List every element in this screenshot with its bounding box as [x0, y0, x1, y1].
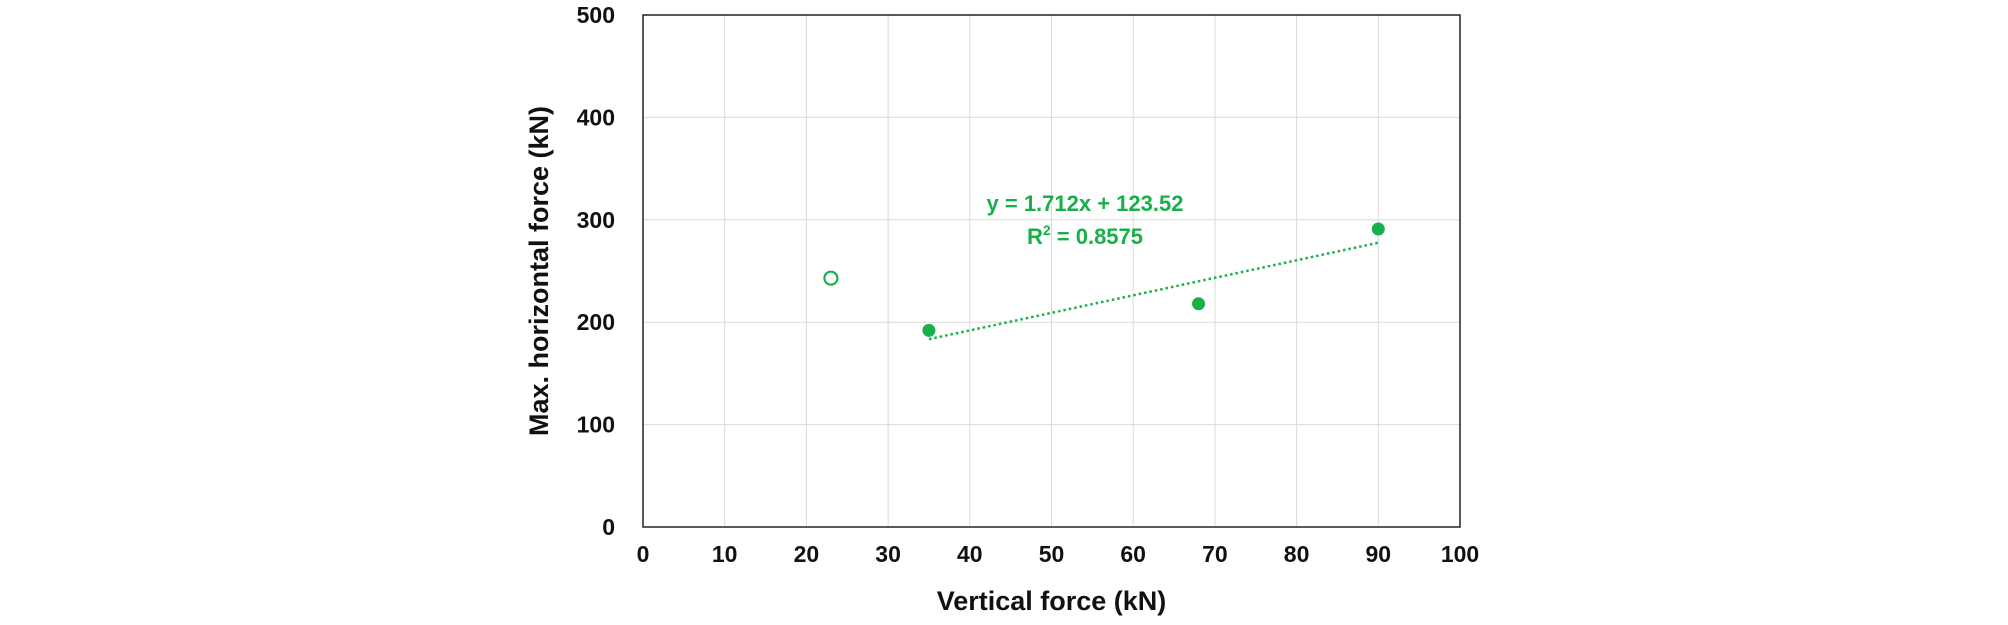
y-tick-label: 0 [602, 514, 615, 540]
y-tick-label: 100 [577, 412, 615, 438]
x-tick-label: 90 [1366, 541, 1392, 567]
y-tick-label: 400 [577, 104, 615, 130]
x-tick-label: 10 [712, 541, 738, 567]
x-tick-label: 70 [1202, 541, 1228, 567]
data-points [823, 222, 1385, 337]
trendline-equation: y = 1.712x + 123.52 [987, 191, 1184, 216]
x-tick-label: 50 [1039, 541, 1065, 567]
trendline [928, 241, 1379, 341]
data-point-open [823, 270, 839, 286]
x-tick-label: 60 [1120, 541, 1146, 567]
r2-prefix: R [1027, 224, 1043, 249]
x-tick-label: 100 [1441, 541, 1479, 567]
y-tick-label: 200 [577, 309, 615, 335]
r2-value: = 0.8575 [1051, 224, 1143, 249]
data-point [1192, 297, 1206, 311]
x-axis-title: Vertical force (kN) [937, 586, 1167, 616]
trendline-group [928, 241, 1379, 341]
tick-labels: 0 10 20 30 40 50 60 70 80 90 100 0 100 200 300 400 500 [577, 2, 1480, 567]
plot-area-border [642, 14, 1461, 528]
grid [643, 15, 1460, 527]
x-tick-label: 30 [875, 541, 901, 567]
x-tick-label: 20 [794, 541, 820, 567]
y-tick-label: 300 [577, 207, 615, 233]
y-axis-title: Max. horizontal force (kN) [524, 106, 554, 436]
x-tick-label: 80 [1284, 541, 1310, 567]
r2-exponent: 2 [1043, 222, 1051, 238]
data-point [1371, 222, 1385, 236]
x-tick-label: 0 [637, 541, 650, 567]
data-point [922, 323, 936, 337]
y-tick-label: 500 [577, 2, 615, 28]
x-tick-label: 40 [957, 541, 983, 567]
trendline-r-squared: R2 = 0.8575 [1027, 222, 1143, 249]
